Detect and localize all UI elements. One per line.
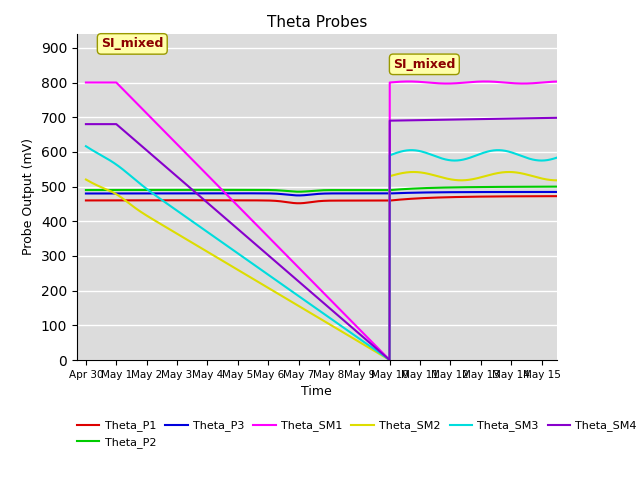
- Text: SI_mixed: SI_mixed: [101, 37, 163, 50]
- Y-axis label: Probe Output (mV): Probe Output (mV): [22, 138, 35, 255]
- Theta_P1: [311, 199, 319, 204]
- Title: Theta Probes: Theta Probes: [267, 15, 367, 30]
- Theta_SM1: [540, 80, 547, 85]
- Theta_SM1: [540, 80, 547, 85]
- Theta_P3: [106, 191, 114, 196]
- Theta_SM2: [540, 176, 547, 182]
- Theta_SM2: [82, 177, 90, 182]
- Theta_SM3: [540, 157, 547, 163]
- Line: Theta_P2: Theta_P2: [86, 187, 557, 192]
- Theta_P2: [106, 187, 114, 193]
- Theta_SM3: [386, 357, 394, 363]
- Theta_P2: [540, 184, 547, 190]
- Theta_P1: [295, 200, 303, 206]
- Theta_SM3: [311, 305, 319, 311]
- Theta_SM4: [82, 121, 90, 127]
- Line: Theta_SM1: Theta_SM1: [86, 82, 557, 360]
- Theta_SM2: [106, 188, 114, 194]
- Theta_SM4: [540, 115, 547, 121]
- Theta_P1: [299, 200, 307, 206]
- Theta_SM2: [311, 312, 319, 318]
- Theta_SM3: [540, 157, 547, 163]
- Line: Theta_SM4: Theta_SM4: [86, 118, 557, 360]
- Theta_P3: [553, 189, 561, 195]
- Theta_SM4: [553, 115, 561, 120]
- Theta_SM1: [298, 268, 306, 274]
- Theta_P1: [82, 198, 90, 204]
- Theta_P3: [540, 189, 547, 195]
- Theta_SM1: [481, 79, 489, 84]
- Theta_P2: [540, 184, 547, 190]
- Text: SI_mixed: SI_mixed: [393, 58, 456, 71]
- Theta_SM4: [540, 115, 547, 121]
- Line: Theta_SM3: Theta_SM3: [86, 146, 557, 360]
- Theta_SM1: [453, 80, 461, 86]
- X-axis label: Time: Time: [301, 385, 332, 398]
- Theta_SM3: [553, 155, 561, 161]
- Legend: Theta_P1, Theta_P2, Theta_P3, Theta_SM1, Theta_SM2, Theta_SM3, Theta_SM4: Theta_P1, Theta_P2, Theta_P3, Theta_SM1,…: [73, 416, 640, 452]
- Theta_SM2: [453, 177, 461, 183]
- Theta_SM1: [106, 80, 114, 85]
- Theta_SM4: [453, 117, 461, 122]
- Theta_SM3: [298, 296, 306, 301]
- Theta_SM3: [82, 144, 90, 149]
- Theta_P3: [295, 192, 303, 198]
- Theta_SM1: [311, 281, 319, 287]
- Theta_SM1: [386, 357, 394, 363]
- Line: Theta_SM2: Theta_SM2: [86, 172, 557, 360]
- Theta_P3: [299, 192, 307, 198]
- Theta_SM1: [553, 79, 561, 84]
- Theta_SM4: [311, 293, 319, 299]
- Theta_SM2: [553, 178, 561, 183]
- Theta_P2: [295, 189, 303, 194]
- Theta_SM4: [386, 357, 394, 363]
- Theta_P1: [453, 194, 461, 200]
- Theta_P3: [453, 189, 461, 195]
- Theta_SM2: [540, 176, 547, 182]
- Theta_SM1: [82, 80, 90, 85]
- Theta_SM2: [386, 357, 394, 363]
- Theta_P3: [82, 191, 90, 196]
- Line: Theta_P1: Theta_P1: [86, 196, 557, 203]
- Line: Theta_P3: Theta_P3: [86, 192, 557, 195]
- Theta_P1: [106, 197, 114, 203]
- Theta_SM4: [298, 282, 306, 288]
- Theta_SM3: [106, 157, 114, 163]
- Theta_P2: [311, 188, 319, 193]
- Theta_P2: [453, 184, 461, 190]
- Theta_SM4: [106, 121, 114, 127]
- Theta_P1: [540, 193, 547, 199]
- Theta_P1: [540, 193, 547, 199]
- Theta_P3: [311, 191, 319, 197]
- Theta_P3: [540, 189, 547, 195]
- Theta_P1: [553, 193, 561, 199]
- Theta_SM3: [453, 157, 461, 163]
- Theta_SM2: [410, 169, 417, 175]
- Theta_P2: [299, 189, 307, 194]
- Theta_P2: [82, 187, 90, 193]
- Theta_SM2: [298, 305, 306, 311]
- Theta_P2: [553, 184, 561, 190]
